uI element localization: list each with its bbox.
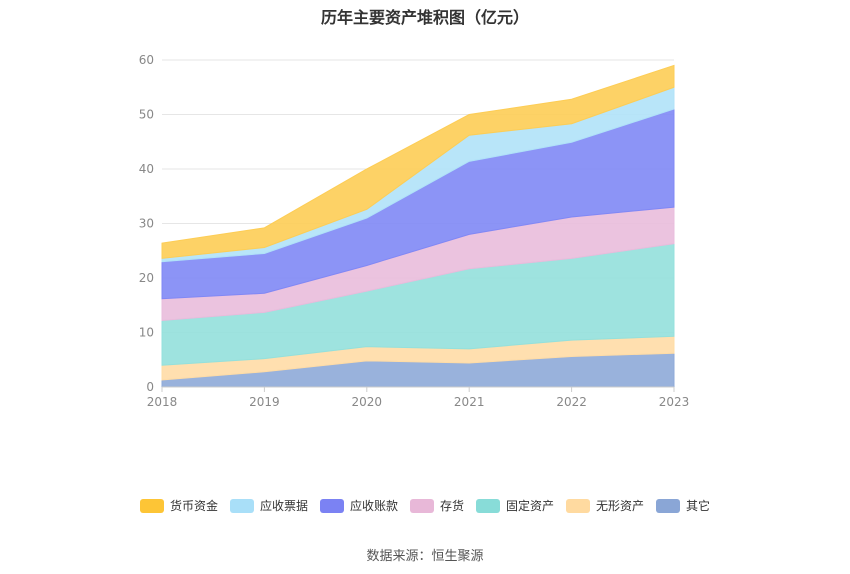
chart-title: 历年主要资产堆积图（亿元） [320, 8, 529, 27]
legend-swatch [319, 498, 344, 513]
axes: 0 10 20 30 40 50 60 2018 2019 2020 2021 2022 2023 [139, 53, 690, 409]
y-tick-label: 30 [139, 217, 154, 231]
legend: 货币资金 应收票据 应收账款 存货 固定资产 无形资产 其它 [0, 497, 850, 514]
legend-item[interactable]: 货币资金 [139, 497, 218, 514]
legend-item[interactable]: 固定资产 [476, 497, 554, 514]
legend-label: 无形资产 [596, 499, 645, 513]
x-tick-label: 2019 [249, 395, 280, 409]
y-tick-label: 20 [139, 271, 154, 285]
legend-item[interactable]: 存货 [409, 497, 464, 514]
y-tick-label: 50 [139, 108, 154, 122]
x-tick-label: 2018 [147, 395, 178, 409]
area-series [161, 64, 675, 388]
legend-item[interactable]: 应收账款 [319, 497, 398, 514]
legend-swatch [656, 498, 681, 513]
legend-label: 存货 [439, 499, 464, 513]
legend-label: 应收账款 [349, 499, 398, 513]
legend-item[interactable]: 应收票据 [229, 497, 308, 514]
legend-item[interactable]: 无形资产 [566, 497, 644, 514]
data-source-note: 数据来源：恒生聚源 [366, 549, 484, 564]
legend-swatch [229, 498, 254, 513]
legend-swatch [476, 498, 500, 513]
legend-item[interactable]: 其它 [656, 497, 710, 514]
x-tick-label: 2020 [352, 395, 383, 409]
y-tick-label: 60 [139, 53, 154, 67]
legend-label: 货币资金 [169, 499, 218, 513]
x-tick-label: 2021 [454, 395, 485, 409]
area-series-货币资金 [161, 64, 675, 259]
stacked-area-chart: 0 10 20 30 40 50 60 2018 2019 2020 2021 2022 2023 [139, 53, 690, 409]
legend-label: 其它 [686, 499, 711, 513]
y-tick-label: 40 [139, 162, 154, 176]
y-tick-label: 0 [146, 380, 154, 394]
y-tick-label: 10 [139, 326, 154, 340]
legend-swatch [409, 498, 434, 513]
legend-label: 应收票据 [259, 499, 308, 513]
x-tick-label: 2022 [556, 395, 587, 409]
legend-label: 固定资产 [506, 499, 555, 513]
legend-swatch [566, 498, 591, 513]
legend-swatch [139, 498, 164, 513]
x-tick-label: 2023 [659, 395, 690, 409]
